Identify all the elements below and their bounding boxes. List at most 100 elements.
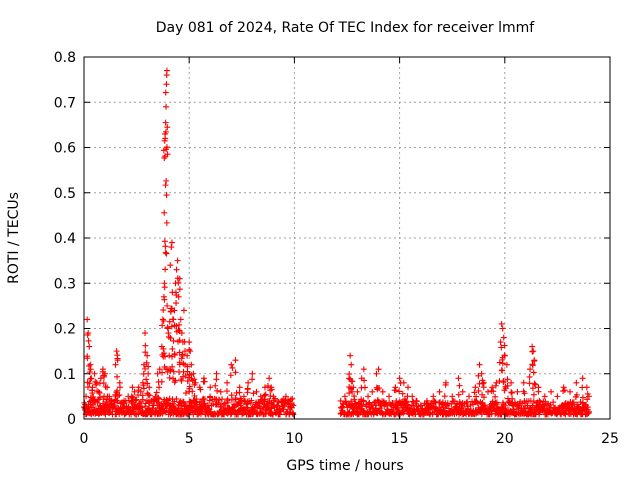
data-point-fill — [207, 394, 214, 401]
data-point-fill — [86, 362, 93, 369]
data-point-fill — [159, 322, 166, 329]
data-point-fill — [492, 393, 499, 400]
data-point — [175, 293, 182, 300]
data-point-fill — [87, 375, 94, 382]
data-point-fill — [160, 345, 167, 352]
data-point-fill — [527, 397, 534, 404]
data-point-fill — [179, 351, 186, 358]
data-point — [164, 302, 171, 309]
data-point — [282, 393, 289, 400]
data-point — [497, 339, 504, 346]
data-point — [88, 375, 95, 382]
data-point-fill — [473, 393, 480, 400]
data-point-fill — [162, 182, 169, 189]
data-point-fill — [162, 266, 169, 273]
data-point — [145, 370, 152, 377]
data-point-fill — [471, 389, 478, 396]
data-point-fill — [170, 337, 177, 344]
data-point — [190, 370, 197, 377]
data-point-fill — [143, 376, 150, 383]
data-point-fill — [399, 390, 406, 397]
y-tick-label: 0.8 — [54, 50, 76, 66]
data-point — [478, 370, 485, 377]
data-point — [85, 330, 92, 337]
data-point-fill — [162, 249, 169, 256]
data-point-fill — [186, 383, 193, 390]
data-point — [163, 67, 170, 74]
data-point — [168, 244, 175, 251]
y-tick-label: 0.6 — [54, 141, 76, 157]
data-point-fill — [161, 238, 168, 245]
data-point-fill — [223, 388, 230, 395]
data-point-fill — [159, 369, 166, 376]
data-point-fill — [171, 350, 178, 357]
data-point-fill — [84, 353, 91, 360]
data-point-fill — [346, 371, 353, 378]
data-point — [579, 375, 586, 382]
data-point-fill — [173, 323, 180, 330]
data-point — [360, 366, 367, 373]
data-point-fill — [508, 389, 515, 396]
data-point — [240, 393, 247, 400]
baseline-point — [219, 396, 226, 403]
data-point — [350, 384, 357, 391]
data-point — [245, 379, 252, 386]
data-point-fill — [117, 400, 124, 407]
data-point-fill — [178, 355, 185, 362]
baseline-point — [244, 400, 251, 407]
data-point-fill — [361, 384, 368, 391]
x-axis-label: GPS time / hours — [286, 458, 403, 474]
data-point-fill — [346, 390, 353, 397]
baseline-point — [288, 401, 295, 408]
y-tick-label: 0.2 — [54, 322, 76, 338]
baseline-point — [180, 399, 187, 406]
data-point — [530, 348, 537, 355]
x-tick-label: 0 — [80, 431, 89, 447]
data-point-fill — [162, 243, 169, 250]
data-point-fill — [248, 397, 255, 404]
data-point-fill — [228, 392, 235, 399]
data-point-fill — [162, 89, 169, 96]
data-point-fill — [197, 386, 204, 393]
data-point-fill — [535, 388, 542, 395]
data-point-fill — [155, 395, 162, 402]
x-tick-label: 15 — [391, 431, 409, 447]
data-point-fill — [164, 324, 171, 331]
data-point-fill — [144, 380, 151, 387]
data-point-fill — [161, 154, 168, 161]
data-point — [417, 402, 424, 409]
data-point — [270, 393, 277, 400]
data-point-fill — [480, 394, 487, 401]
data-point-fill — [535, 404, 542, 411]
data-point — [508, 379, 515, 386]
data-point — [423, 397, 430, 404]
data-point-fill — [249, 376, 256, 383]
data-point-fill — [401, 396, 408, 403]
data-point — [142, 330, 149, 337]
data-point-fill — [456, 401, 463, 408]
data-point-fill — [396, 399, 403, 406]
data-point-fill — [493, 401, 500, 408]
x-tick-label: 5 — [185, 431, 194, 447]
data-point-fill — [161, 284, 168, 291]
data-point-fill — [193, 396, 200, 403]
data-point — [163, 81, 170, 88]
data-point — [396, 375, 403, 382]
data-point-fill — [227, 372, 234, 379]
data-point — [176, 275, 183, 282]
data-point — [178, 330, 185, 337]
data-point-fill — [572, 393, 579, 400]
data-point — [347, 352, 354, 359]
data-point-fill — [164, 151, 171, 158]
data-point-fill — [143, 359, 150, 366]
data-point — [373, 370, 380, 377]
data-point-fill — [165, 330, 172, 337]
data-point-fill — [173, 300, 180, 307]
baseline-point — [243, 404, 250, 411]
data-point-fill — [114, 392, 121, 399]
data-point-fill — [480, 384, 487, 391]
data-point-fill — [361, 377, 368, 384]
data-point — [187, 348, 194, 355]
data-point-fill — [201, 378, 208, 385]
data-point-fill — [169, 363, 176, 370]
